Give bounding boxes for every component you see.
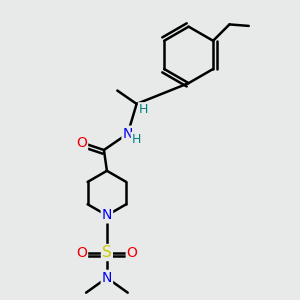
Text: O: O <box>76 136 87 150</box>
Text: H: H <box>139 103 148 116</box>
Text: O: O <box>76 245 87 260</box>
Text: N: N <box>122 127 133 141</box>
Text: O: O <box>127 245 138 260</box>
Text: S: S <box>102 245 112 260</box>
Text: N: N <box>102 208 112 222</box>
Text: H: H <box>131 133 141 146</box>
Text: N: N <box>102 271 112 285</box>
